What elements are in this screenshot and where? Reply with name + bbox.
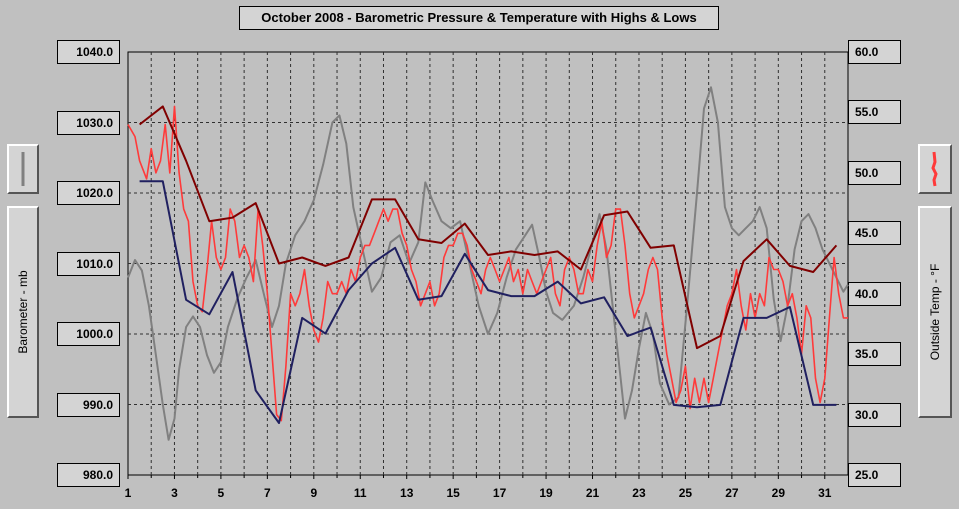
left-axis-tick-label: 1010.0 bbox=[57, 251, 120, 276]
left-axis-tick-label: 1040.0 bbox=[57, 40, 120, 64]
right-axis-tick-label: 60.0 bbox=[848, 40, 901, 64]
x-tick-label: 7 bbox=[264, 486, 271, 500]
x-tick-label: 23 bbox=[632, 486, 646, 500]
gray-line-icon bbox=[21, 152, 25, 186]
chart-title: October 2008 - Barometric Pressure & Tem… bbox=[239, 6, 719, 30]
plot-area bbox=[127, 51, 849, 476]
x-tick-label: 11 bbox=[354, 486, 367, 500]
left-axis-tick-label: 980.0 bbox=[57, 463, 120, 487]
left-axis-label: Barometer - mb bbox=[16, 270, 30, 354]
right-axis-tick-label: 25.0 bbox=[848, 463, 901, 487]
x-tick-label: 1 bbox=[125, 486, 132, 500]
series-line-0 bbox=[127, 86, 849, 441]
x-tick-label: 15 bbox=[446, 486, 460, 500]
right-axis-tick-label: 45.0 bbox=[848, 221, 901, 246]
right-axis-tick-label: 35.0 bbox=[848, 342, 901, 367]
series-line-3 bbox=[139, 180, 837, 424]
x-tick-label: 19 bbox=[539, 486, 553, 500]
left-axis-label-panel: Barometer - mb bbox=[7, 206, 39, 418]
right-axis-tick-label: 55.0 bbox=[848, 100, 901, 125]
left-axis-tick-label: 1030.0 bbox=[57, 110, 120, 135]
left-axis-tick-label: 1020.0 bbox=[57, 181, 120, 205]
left-axis-tick-label: 1000.0 bbox=[57, 322, 120, 346]
x-tick-label: 9 bbox=[310, 486, 317, 500]
x-tick-label: 13 bbox=[400, 486, 414, 500]
x-tick-label: 21 bbox=[586, 486, 600, 500]
right-axis-tick-label: 40.0 bbox=[848, 281, 901, 306]
temperature-series-indicator[interactable] bbox=[918, 144, 952, 194]
x-tick-label: 27 bbox=[725, 486, 739, 500]
right-axis-label-panel: Outside Temp - °F bbox=[918, 206, 952, 418]
x-tick-label: 3 bbox=[171, 486, 178, 500]
x-tick-label: 25 bbox=[679, 486, 693, 500]
left-axis-tick-label: 990.0 bbox=[57, 392, 120, 417]
x-tick-label: 5 bbox=[218, 486, 225, 500]
series-line-1 bbox=[127, 105, 848, 422]
right-axis-tick-label: 30.0 bbox=[848, 402, 901, 427]
right-axis-label: Outside Temp - °F bbox=[928, 263, 942, 361]
x-tick-label: 29 bbox=[772, 486, 786, 500]
right-axis-tick-label: 50.0 bbox=[848, 160, 901, 185]
red-line-icon bbox=[931, 151, 938, 187]
x-tick-label: 31 bbox=[818, 486, 832, 500]
series-line-2 bbox=[138, 105, 838, 350]
x-tick-label: 17 bbox=[493, 486, 507, 500]
barometer-series-indicator[interactable] bbox=[7, 144, 39, 194]
